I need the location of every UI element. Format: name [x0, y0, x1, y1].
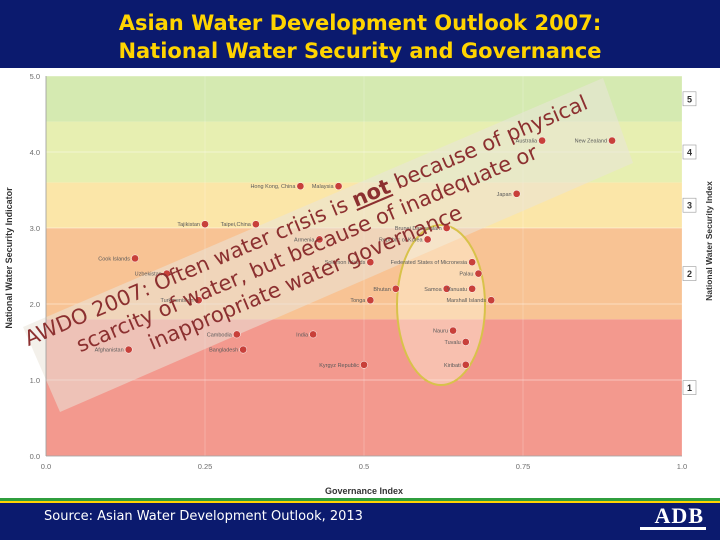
data-point [309, 330, 317, 339]
point-label: Bhutan [373, 287, 390, 293]
x-tick-label: 0.75 [516, 462, 531, 471]
logo-underline [640, 527, 706, 530]
y-tick-label: 4.0 [30, 148, 40, 157]
footer-accent-line [0, 501, 720, 503]
y-tick-label: 1.0 [30, 376, 40, 385]
band-index-box-2 [682, 266, 697, 281]
x-tick-label: 0.0 [41, 462, 51, 471]
data-point [423, 235, 432, 244]
slide-header: Asian Water Development Outlook 2007: Na… [0, 0, 720, 68]
point-label: Solomon Islands [325, 260, 366, 266]
band-index-label-3: 3 [687, 201, 692, 211]
data-point [315, 235, 324, 244]
x-tick-label: 0.5 [359, 462, 369, 471]
data-point [608, 136, 616, 145]
data-point [232, 330, 241, 339]
point-label: Cambodia [207, 332, 233, 338]
point-label: Vanuatu [447, 287, 467, 293]
data-points: Australia New Zealand Hong Kong, China Mala… [95, 136, 616, 369]
data-point [461, 360, 470, 369]
band-index-label-5: 5 [687, 94, 692, 104]
data-point [487, 296, 496, 305]
chart-axes: 0.0 1.0 2.0 3.0 4.0 5.0 0.0 0.25 0.5 0.75 1.0 Gover… [4, 72, 714, 496]
band-index-box-3 [682, 197, 697, 213]
y-tick-label: 3.0 [30, 224, 40, 233]
data-point [474, 269, 483, 278]
band-index-label-4: 4 [687, 148, 692, 158]
data-point [512, 189, 521, 198]
point-label: Afghanistan [95, 348, 124, 354]
point-label: Tajikistan [177, 222, 200, 228]
title-line-2: National Water Security and Governance [118, 39, 602, 63]
point-label: Armenia [294, 237, 315, 243]
x-tick-label: 0.25 [198, 462, 213, 471]
data-point [334, 182, 343, 191]
band-index-label-1: 1 [687, 383, 692, 393]
y-tick-label: 5.0 [30, 72, 40, 81]
y2-axis-title: National Water Security Index [704, 181, 714, 301]
point-label: Nauru [433, 329, 448, 335]
point-label: India [296, 332, 309, 338]
data-point [194, 296, 203, 305]
data-point [162, 269, 171, 278]
point-label: Kiribati [444, 363, 461, 369]
data-point [461, 338, 470, 346]
title-line-1: Asian Water Development Outlook 2007: [118, 11, 602, 35]
data-point [538, 136, 546, 145]
point-label: Republic of Korea [379, 237, 424, 243]
y-axis-title: National Water Security Indicator [4, 187, 14, 329]
data-point [468, 284, 476, 293]
point-label: Australia [516, 139, 538, 145]
data-point [201, 220, 209, 229]
data-point [442, 224, 451, 232]
point-label: Samoa [424, 287, 442, 293]
point-label: Federated States of Micronesia [391, 260, 468, 266]
point-label: Kyrgyz Republic [319, 363, 359, 369]
point-label: Brunei Darussalam [395, 226, 442, 232]
y-tick-label: 0.0 [30, 452, 40, 461]
data-point [296, 182, 305, 191]
point-label: Hong Kong, China [250, 184, 296, 190]
point-label: Palau [459, 272, 473, 278]
band-index-box-4 [682, 144, 697, 160]
data-point [124, 345, 133, 354]
point-label: Cook Islands [98, 256, 130, 262]
point-label: Tuvalu [444, 340, 460, 346]
point-label: Malaysia [312, 184, 335, 190]
data-point [366, 296, 375, 305]
data-point [131, 254, 139, 263]
point-label: Bangladesh [209, 348, 238, 354]
data-point [360, 360, 368, 369]
y-tick-label: 2.0 [30, 300, 40, 309]
highlight-ellipse [396, 224, 486, 386]
point-label: New Zealand [575, 139, 607, 145]
point-label: Turkmenistan [161, 298, 194, 304]
x-axis-title: Governance Index [325, 486, 403, 496]
data-point [449, 326, 457, 335]
data-point [366, 258, 375, 267]
point-label: Japan [497, 192, 512, 198]
source-note: Source: Asian Water Development Outlook,… [44, 509, 363, 524]
band-index-box-5 [682, 91, 697, 107]
point-label: Marshall Islands [446, 298, 486, 304]
adb-logo: ADB [654, 503, 704, 528]
data-point [239, 345, 248, 354]
data-point [468, 258, 476, 267]
data-point [252, 220, 260, 229]
point-label: Tonga [350, 298, 366, 304]
data-point [442, 284, 451, 293]
point-label: Uzbekistan [135, 272, 162, 278]
data-point [391, 284, 400, 293]
slide-footer: Source: Asian Water Development Outlook,… [0, 498, 720, 540]
x-tick-label: 1.0 [677, 462, 687, 471]
point-label: Taipei,China [221, 222, 252, 228]
band-index-label-2: 2 [687, 269, 692, 279]
slide-title: Asian Water Development Outlook 2007: Na… [0, 9, 720, 65]
annotation-panel [23, 78, 633, 412]
band-index-box-1 [682, 380, 697, 395]
